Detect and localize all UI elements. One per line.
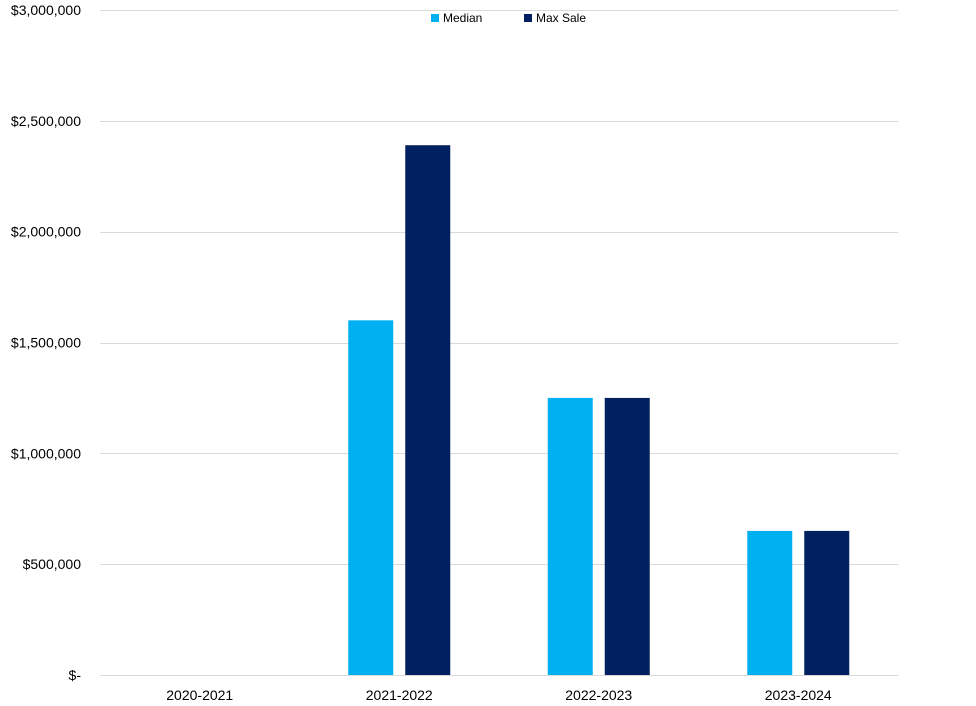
- x-tick-label-2020-2021: 2020-2021: [166, 687, 233, 703]
- legend-item-max-sale: Max Sale: [524, 11, 586, 25]
- x-axis-tick-labels: 2020-2021 2021-2022 2022-2023 2023-2024: [166, 687, 832, 703]
- legend-swatch-median: [431, 14, 439, 22]
- legend-label-median: Median: [443, 11, 482, 25]
- y-tick-label-500000: $500,000: [23, 556, 82, 572]
- bar-median-2022-2023: [547, 397, 593, 675]
- gridlines: [100, 10, 898, 676]
- y-tick-label-2000000: $2,000,000: [11, 224, 81, 240]
- x-tick-label-2023-2024: 2023-2024: [765, 687, 832, 703]
- legend-label-max-sale: Max Sale: [536, 11, 586, 25]
- bar-median-2023-2024: [747, 530, 793, 675]
- legend-swatch-max-sale: [524, 14, 532, 22]
- x-tick-label-2022-2023: 2022-2023: [565, 687, 632, 703]
- y-tick-label-1500000: $1,500,000: [11, 335, 81, 351]
- y-axis-tick-labels: $- $500,000 $1,000,000 $1,500,000 $2,000,000…: [11, 2, 81, 683]
- y-tick-label-2500000: $2,500,000: [11, 113, 81, 129]
- x-tick-label-2021-2022: 2021-2022: [366, 687, 433, 703]
- bar-median-2021-2022: [348, 320, 394, 675]
- bar-max-sale-2022-2023: [604, 397, 650, 675]
- legend-item-median: Median: [431, 11, 482, 25]
- bar-max-sale-2021-2022: [405, 145, 451, 675]
- bars: [348, 145, 850, 675]
- y-tick-label-3000000: $3,000,000: [11, 2, 81, 18]
- bar-max-sale-2023-2024: [804, 530, 850, 675]
- y-tick-label-1000000: $1,000,000: [11, 445, 81, 461]
- legend: Median Max Sale: [431, 11, 586, 25]
- y-tick-label-0: $-: [69, 667, 82, 683]
